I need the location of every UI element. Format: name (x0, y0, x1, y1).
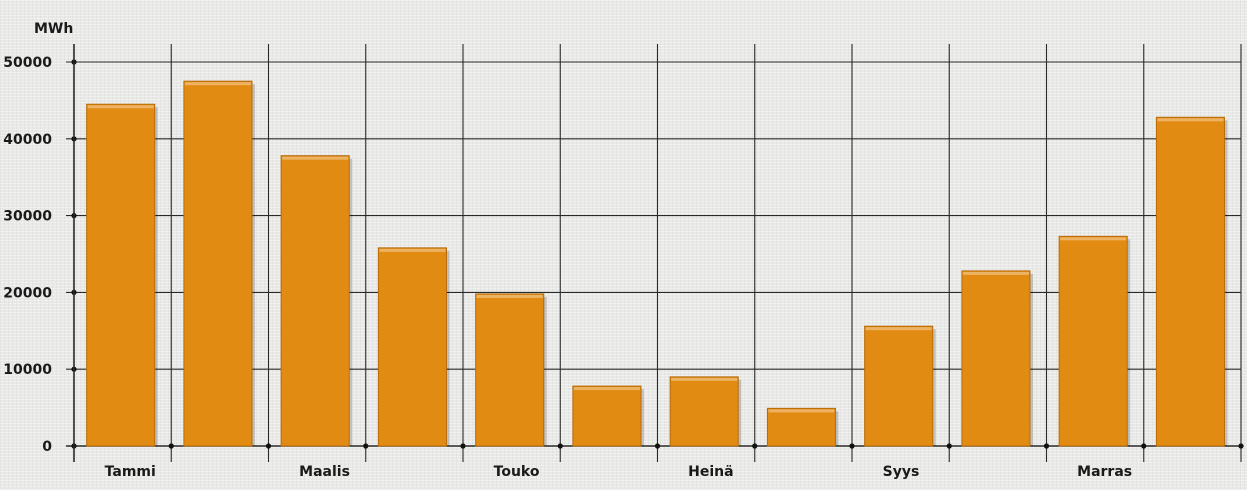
bar-highlight (282, 156, 349, 160)
y-tick-label: 0 (42, 439, 52, 455)
bar-highlight (573, 387, 640, 391)
x-category-label: Maalis (299, 464, 350, 480)
grid-lines (66, 44, 1244, 462)
y-tick-labels: 0 10000 20000 30000 40000 50000 (3, 55, 52, 455)
y-axis-unit-label: MWh (34, 21, 73, 37)
y-tick-label: 30000 (3, 209, 52, 225)
bar-highlight (184, 82, 251, 86)
bar-highlight (671, 377, 738, 381)
x-tick-dot (265, 443, 272, 449)
x-tick-dot (557, 443, 563, 449)
x-category-label: Marras (1077, 464, 1132, 480)
bar-highlight (87, 105, 154, 109)
x-category-label: Tammi (105, 464, 156, 480)
bar-highlight (476, 294, 543, 298)
x-tick-dot (1043, 443, 1050, 449)
bar-heinä (669, 376, 739, 447)
bar-marras (1058, 235, 1128, 447)
bar-touko (475, 293, 545, 447)
bar-highlight (379, 248, 446, 252)
x-tick-dot (460, 443, 466, 449)
bar-highlight (962, 271, 1029, 275)
x-tick-dot (849, 443, 855, 449)
bar-month-8 (766, 407, 836, 447)
bar-highlight (1060, 237, 1127, 241)
bars (86, 80, 1228, 447)
x-tick-dot (168, 443, 174, 449)
x-tick-dot (946, 443, 952, 449)
bar-highlight (768, 409, 835, 413)
bar-month-6 (572, 385, 642, 447)
y-tick-label: 40000 (3, 132, 52, 148)
x-tick-dot (654, 443, 661, 449)
bar-maalis (280, 155, 350, 447)
bar-month-12 (1155, 116, 1225, 447)
x-category-label: Heinä (688, 464, 733, 480)
bar-syys (864, 325, 934, 447)
bar-month-4 (377, 247, 447, 447)
x-category-label: Syys (883, 464, 920, 480)
bar-highlight (1157, 118, 1224, 122)
bar-tammi (86, 103, 156, 447)
bar-month-10 (961, 270, 1031, 447)
bar-highlight (865, 327, 932, 331)
y-tick-label: 10000 (3, 362, 52, 378)
x-tick-dot (752, 443, 758, 449)
y-tick-label: 20000 (3, 285, 52, 301)
x-category-labels: Tammi Maalis Touko Heinä Syys Marras (105, 464, 1132, 480)
y-tick-label: 50000 (3, 55, 52, 71)
x-tick-dot (1238, 443, 1244, 449)
x-category-label: Touko (494, 464, 540, 480)
x-tick-dot (1141, 443, 1147, 449)
bar-month-2 (183, 80, 253, 447)
x-tick-dot (363, 443, 369, 449)
